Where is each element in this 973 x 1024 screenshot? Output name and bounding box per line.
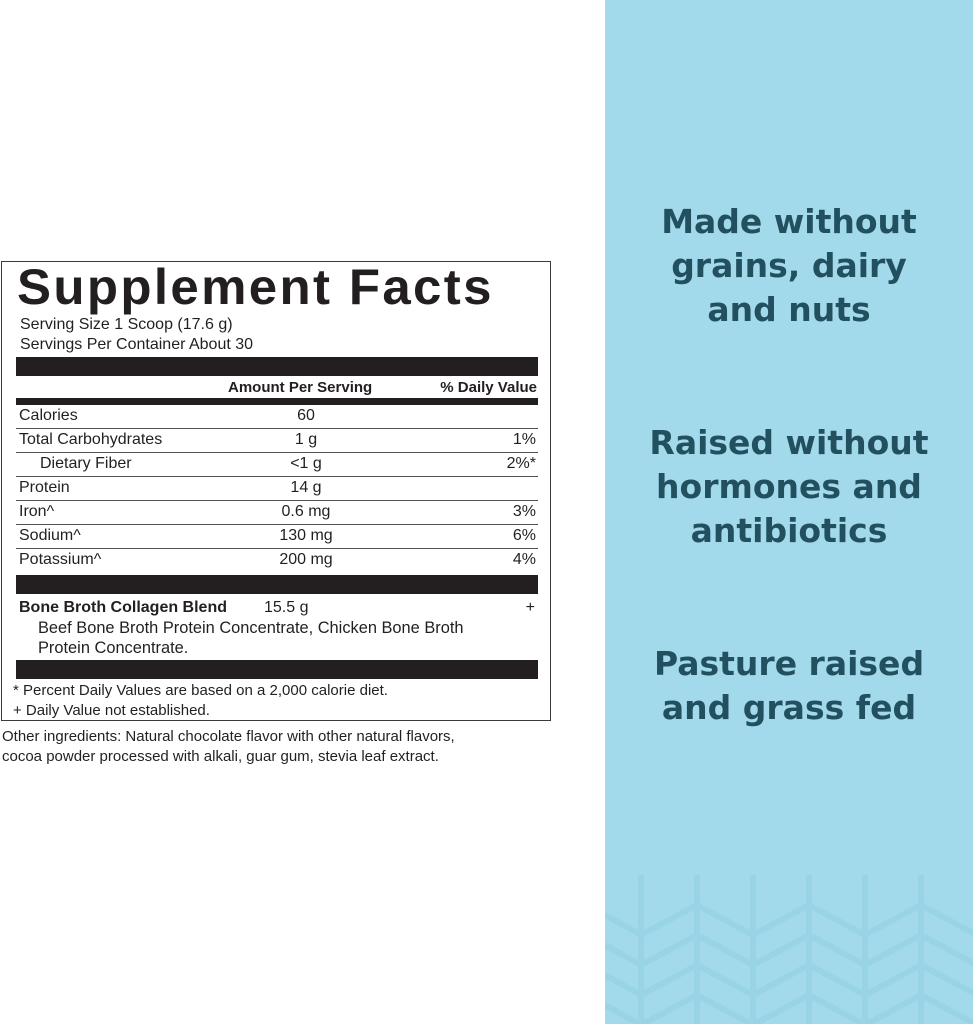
nutrient-daily-value: 1% [512,431,536,448]
claim-line: hormones and [656,467,922,506]
claim-line: and grass fed [661,688,917,727]
nutrient-amount: <1 g [290,455,322,472]
other-ingredients-line2: cocoa powder processed with alkali, guar… [2,748,439,765]
footnote-not-established: + Daily Value not established. [13,702,210,719]
row-divider [16,428,538,429]
nutrient-amount: 0.6 mg [281,503,331,520]
header-amount: Amount Per Serving [228,379,373,396]
row-divider [16,548,538,549]
thick-divider [16,357,538,376]
blend-ingredients-line1: Beef Bone Broth Protein Concentrate, Chi… [38,619,464,637]
claim-pasture-raised: Pasture raised and grass fed [605,642,973,730]
thick-divider [16,575,538,594]
footnote-dv: * Percent Daily Values are based on a 2,… [13,682,388,699]
blend-dv: + [525,599,535,616]
chevron-pattern [605,875,973,1024]
blend-amount: 15.5 g [264,599,309,616]
claim-line: Raised without [649,423,929,462]
nutrient-row: Potassium^ 200 mg 4% [16,549,538,573]
nutrient-amount: 60 [297,407,315,424]
nutrient-row: Dietary Fiber <1 g 2%* [16,453,538,477]
nutrient-amount: 200 mg [279,551,333,568]
nutrient-name: Potassium^ [19,551,102,568]
header-daily-value: % Daily Value [440,379,537,396]
nutrient-daily-value: 4% [512,551,536,568]
other-ingredients-line1: Other ingredients: Natural chocolate fla… [2,728,455,745]
nutrient-name: Calories [19,407,78,424]
supplement-facts-label [1,261,551,721]
blend-ingredients-line2: Protein Concentrate. [38,639,189,657]
nutrient-name: Sodium^ [19,527,81,544]
row-divider [16,476,538,477]
nutrient-row: Protein 14 g [16,477,538,501]
blend-name: Bone Broth Collagen Blend [19,599,227,616]
claim-line: Made without [661,202,917,241]
thick-divider [16,660,538,679]
nutrient-row: Calories 60 [16,405,538,429]
row-divider [16,500,538,501]
serving-size: Serving Size 1 Scoop (17.6 g) [20,316,233,333]
nutrient-daily-value: 2%* [506,455,536,472]
row-divider [16,452,538,453]
nutrient-name: Iron^ [19,503,55,520]
claim-line: grains, dairy [671,246,907,285]
nutrient-name: Dietary Fiber [40,455,132,472]
label-title: Supplement Facts [17,259,494,315]
nutrient-amount: 130 mg [279,527,333,544]
nutrient-row: Sodium^ 130 mg 6% [16,525,538,549]
claim-line: antibiotics [690,511,888,550]
nutrient-row: Total Carbohydrates 1 g 1% [16,429,538,453]
row-divider [16,524,538,525]
claim-no-hormones-antibiotics: Raised without hormones and antibiotics [605,421,973,553]
nutrient-row: Iron^ 0.6 mg 3% [16,501,538,525]
nutrient-daily-value: 6% [512,527,536,544]
medium-divider [16,398,538,405]
servings-per-container: Servings Per Container About 30 [20,336,254,353]
nutrient-amount: 14 g [290,479,322,496]
nutrient-amount: 1 g [294,431,318,448]
nutrient-name: Protein [19,479,70,496]
claim-line: and nuts [707,290,871,329]
claim-line: Pasture raised [653,644,925,683]
nutrient-daily-value: 3% [512,503,536,520]
claim-no-grains-dairy-nuts: Made without grains, dairy and nuts [605,200,973,332]
claims-panel: Made without grains, dairy and nuts Rais… [605,0,973,1024]
nutrient-name: Total Carbohydrates [19,431,163,448]
